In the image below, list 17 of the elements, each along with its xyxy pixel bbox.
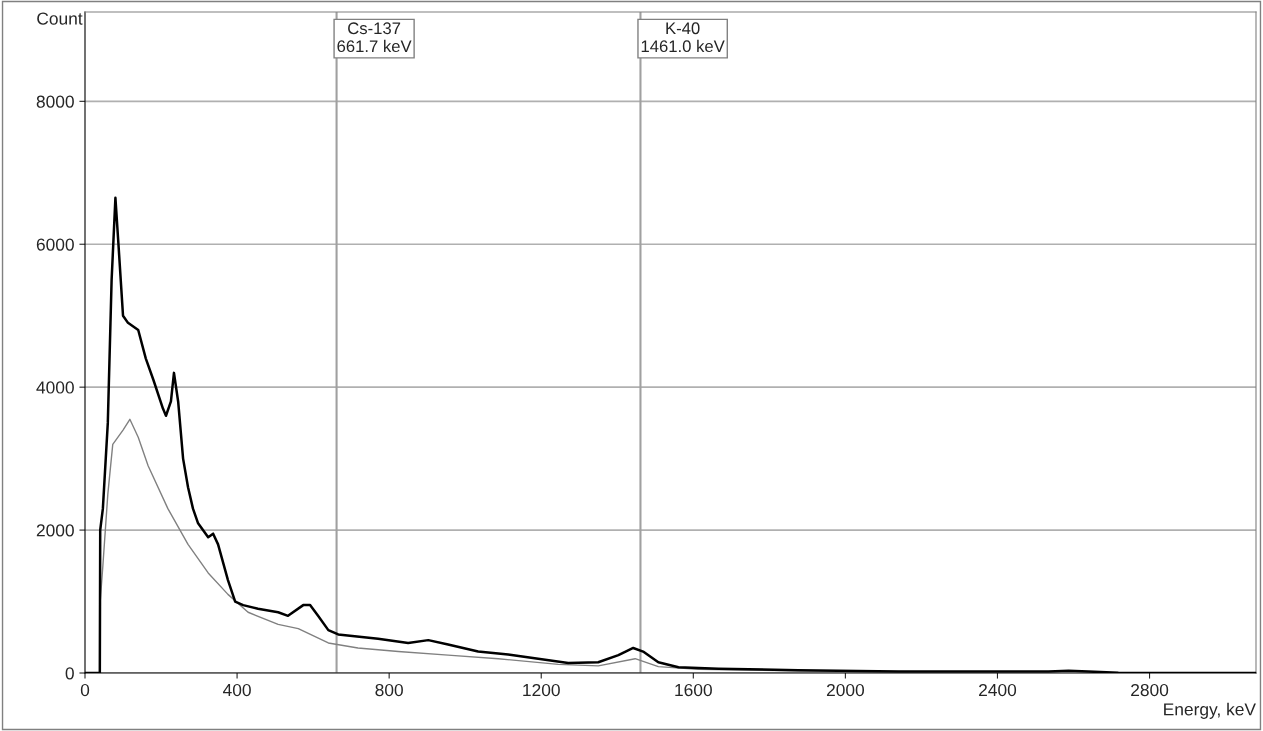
x-tick-label: 2400 [979, 683, 1017, 697]
x-tick-label: 800 [375, 683, 403, 697]
x-tick-label: 1600 [675, 683, 712, 697]
x-tick-label: 2800 [1131, 683, 1169, 697]
y-tick-label: 0 [65, 667, 74, 680]
x-axis-title: Energy, keV [1164, 702, 1256, 719]
x-tick-label: 0 [80, 683, 90, 697]
x-tick-label: 2000 [826, 683, 865, 697]
x-tick-label: 400 [223, 683, 251, 697]
y-tick-label: 4000 [36, 381, 74, 394]
y-tick-label: 6000 [36, 238, 74, 251]
ref-line-label: Cs-137 661.7 keV [337, 22, 412, 53]
ref-line-label: K-40 1461.0 keV [641, 22, 725, 53]
y-tick-label: 2000 [36, 524, 74, 537]
x-tick-label: 1200 [523, 683, 560, 697]
y-tick-label: 8000 [36, 95, 74, 108]
y-axis-title: Count [37, 12, 83, 25]
